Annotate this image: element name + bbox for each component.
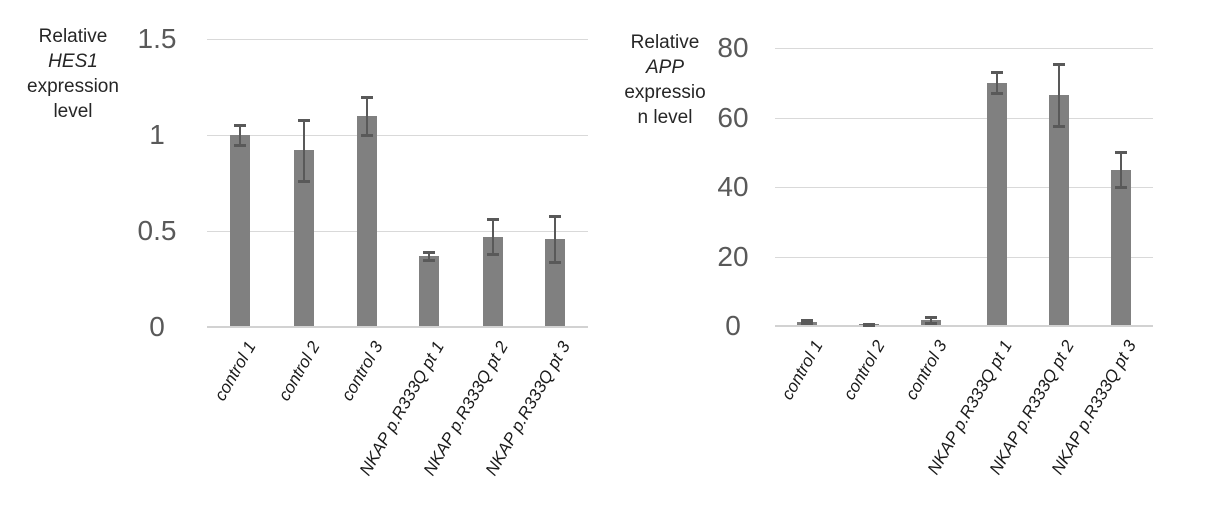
error-bar-cap-bottom <box>423 258 435 262</box>
bar <box>859 324 879 326</box>
bar <box>230 135 250 327</box>
error-bar-cap-top <box>801 319 813 323</box>
gridline <box>775 187 1153 188</box>
x-tick-label: control 3 <box>337 338 387 404</box>
y-tick-label: 0 <box>149 311 165 342</box>
y-axis-title-line: Relative <box>630 32 700 53</box>
y-axis-title-line: Relative <box>38 26 108 47</box>
y-tick-label: 60 <box>717 102 749 133</box>
gridline <box>775 48 1153 49</box>
error-bar-cap-top <box>234 124 246 128</box>
error-bar-cap-bottom <box>925 321 937 325</box>
error-bar-cap-bottom <box>1115 186 1127 189</box>
x-tick-label: NKAP p.R333Q pt 2 <box>420 338 513 479</box>
x-tick-label: NKAP p.R333Q pt 3 <box>1048 337 1141 478</box>
bar <box>921 320 941 326</box>
error-bar-line <box>366 96 368 135</box>
x-tick-label: NKAP p.R333Q pt 2 <box>986 337 1079 478</box>
gridline <box>207 39 588 40</box>
x-tick-label: NKAP p.R333Q pt 1 <box>924 337 1017 478</box>
gridline <box>775 118 1153 119</box>
bar <box>483 237 503 327</box>
x-tick-label: control 1 <box>777 337 827 403</box>
x-axis-line <box>775 325 1153 327</box>
bar <box>1111 170 1131 326</box>
gridline <box>207 231 588 232</box>
error-bar-line <box>303 119 305 182</box>
error-bar-cap-top <box>549 214 561 218</box>
y-axis-title-line: level <box>53 101 93 122</box>
y-tick-label: 0 <box>725 310 741 341</box>
error-bar-cap-top <box>361 95 373 99</box>
error-bar-line <box>239 125 241 145</box>
error-bar-cap-bottom <box>361 134 373 137</box>
bar <box>357 116 377 327</box>
y-tick-label: 40 <box>717 171 749 202</box>
y-tick-label: 20 <box>717 241 749 272</box>
x-tick-label: control 2 <box>839 337 889 403</box>
error-bar-cap-bottom <box>298 180 310 184</box>
error-bar-cap-top <box>925 315 937 319</box>
error-bar-cap-top <box>423 251 435 255</box>
error-bar-cap-bottom <box>801 322 813 326</box>
error-bar-cap-bottom <box>549 260 561 264</box>
x-tick-label: control 3 <box>901 337 951 403</box>
bar <box>545 239 565 327</box>
error-bar-line <box>930 316 932 323</box>
error-bar-line <box>868 323 870 325</box>
error-bar-line <box>806 320 808 324</box>
error-bar-cap-bottom <box>234 143 246 147</box>
y-axis-title: Relative HES1 expression level <box>13 24 133 124</box>
y-axis-title-line: expressio <box>624 82 706 103</box>
x-axis-line <box>207 326 588 328</box>
y-axis-title: Relative APP expressio n level <box>605 30 725 130</box>
x-tick-label: control 2 <box>274 338 324 404</box>
bar <box>987 83 1007 326</box>
error-bar-line <box>1120 152 1122 187</box>
bar <box>1049 95 1069 326</box>
error-bar-line <box>492 219 494 255</box>
error-bar-cap-top <box>991 71 1003 75</box>
gridline <box>207 135 588 136</box>
error-bar-cap-bottom <box>1053 125 1065 129</box>
bar <box>419 256 439 327</box>
bar <box>797 322 817 326</box>
error-bar-line <box>996 72 998 94</box>
y-tick-label: 0.5 <box>137 215 177 246</box>
x-tick-label: control 1 <box>210 338 260 404</box>
gridline <box>775 257 1153 258</box>
error-bar-line <box>554 215 556 262</box>
error-bar-cap-bottom <box>487 253 499 257</box>
error-bar-cap-top <box>1115 151 1127 155</box>
error-bar-line <box>1058 63 1060 127</box>
error-bar-cap-bottom <box>863 323 875 327</box>
y-axis-title-line: expression <box>27 76 119 97</box>
y-axis-title-line: APP <box>645 57 685 78</box>
error-bar-cap-top <box>487 218 499 222</box>
error-bar-cap-top <box>1053 62 1065 66</box>
y-tick-label: 1 <box>149 119 165 150</box>
bar <box>294 150 314 327</box>
error-bar-cap-top <box>298 118 310 122</box>
y-axis-title-line: n level <box>637 107 693 128</box>
error-bar-cap-top <box>863 322 875 326</box>
error-bar-cap-bottom <box>991 92 1003 96</box>
x-tick-label: NKAP p.R333Q pt 1 <box>356 338 449 479</box>
x-tick-label: NKAP p.R333Q pt 3 <box>482 338 575 479</box>
error-bar-line <box>428 252 430 260</box>
y-axis-title-line: HES1 <box>48 51 98 72</box>
y-tick-label: 80 <box>717 32 749 63</box>
y-tick-label: 1.5 <box>137 23 177 54</box>
